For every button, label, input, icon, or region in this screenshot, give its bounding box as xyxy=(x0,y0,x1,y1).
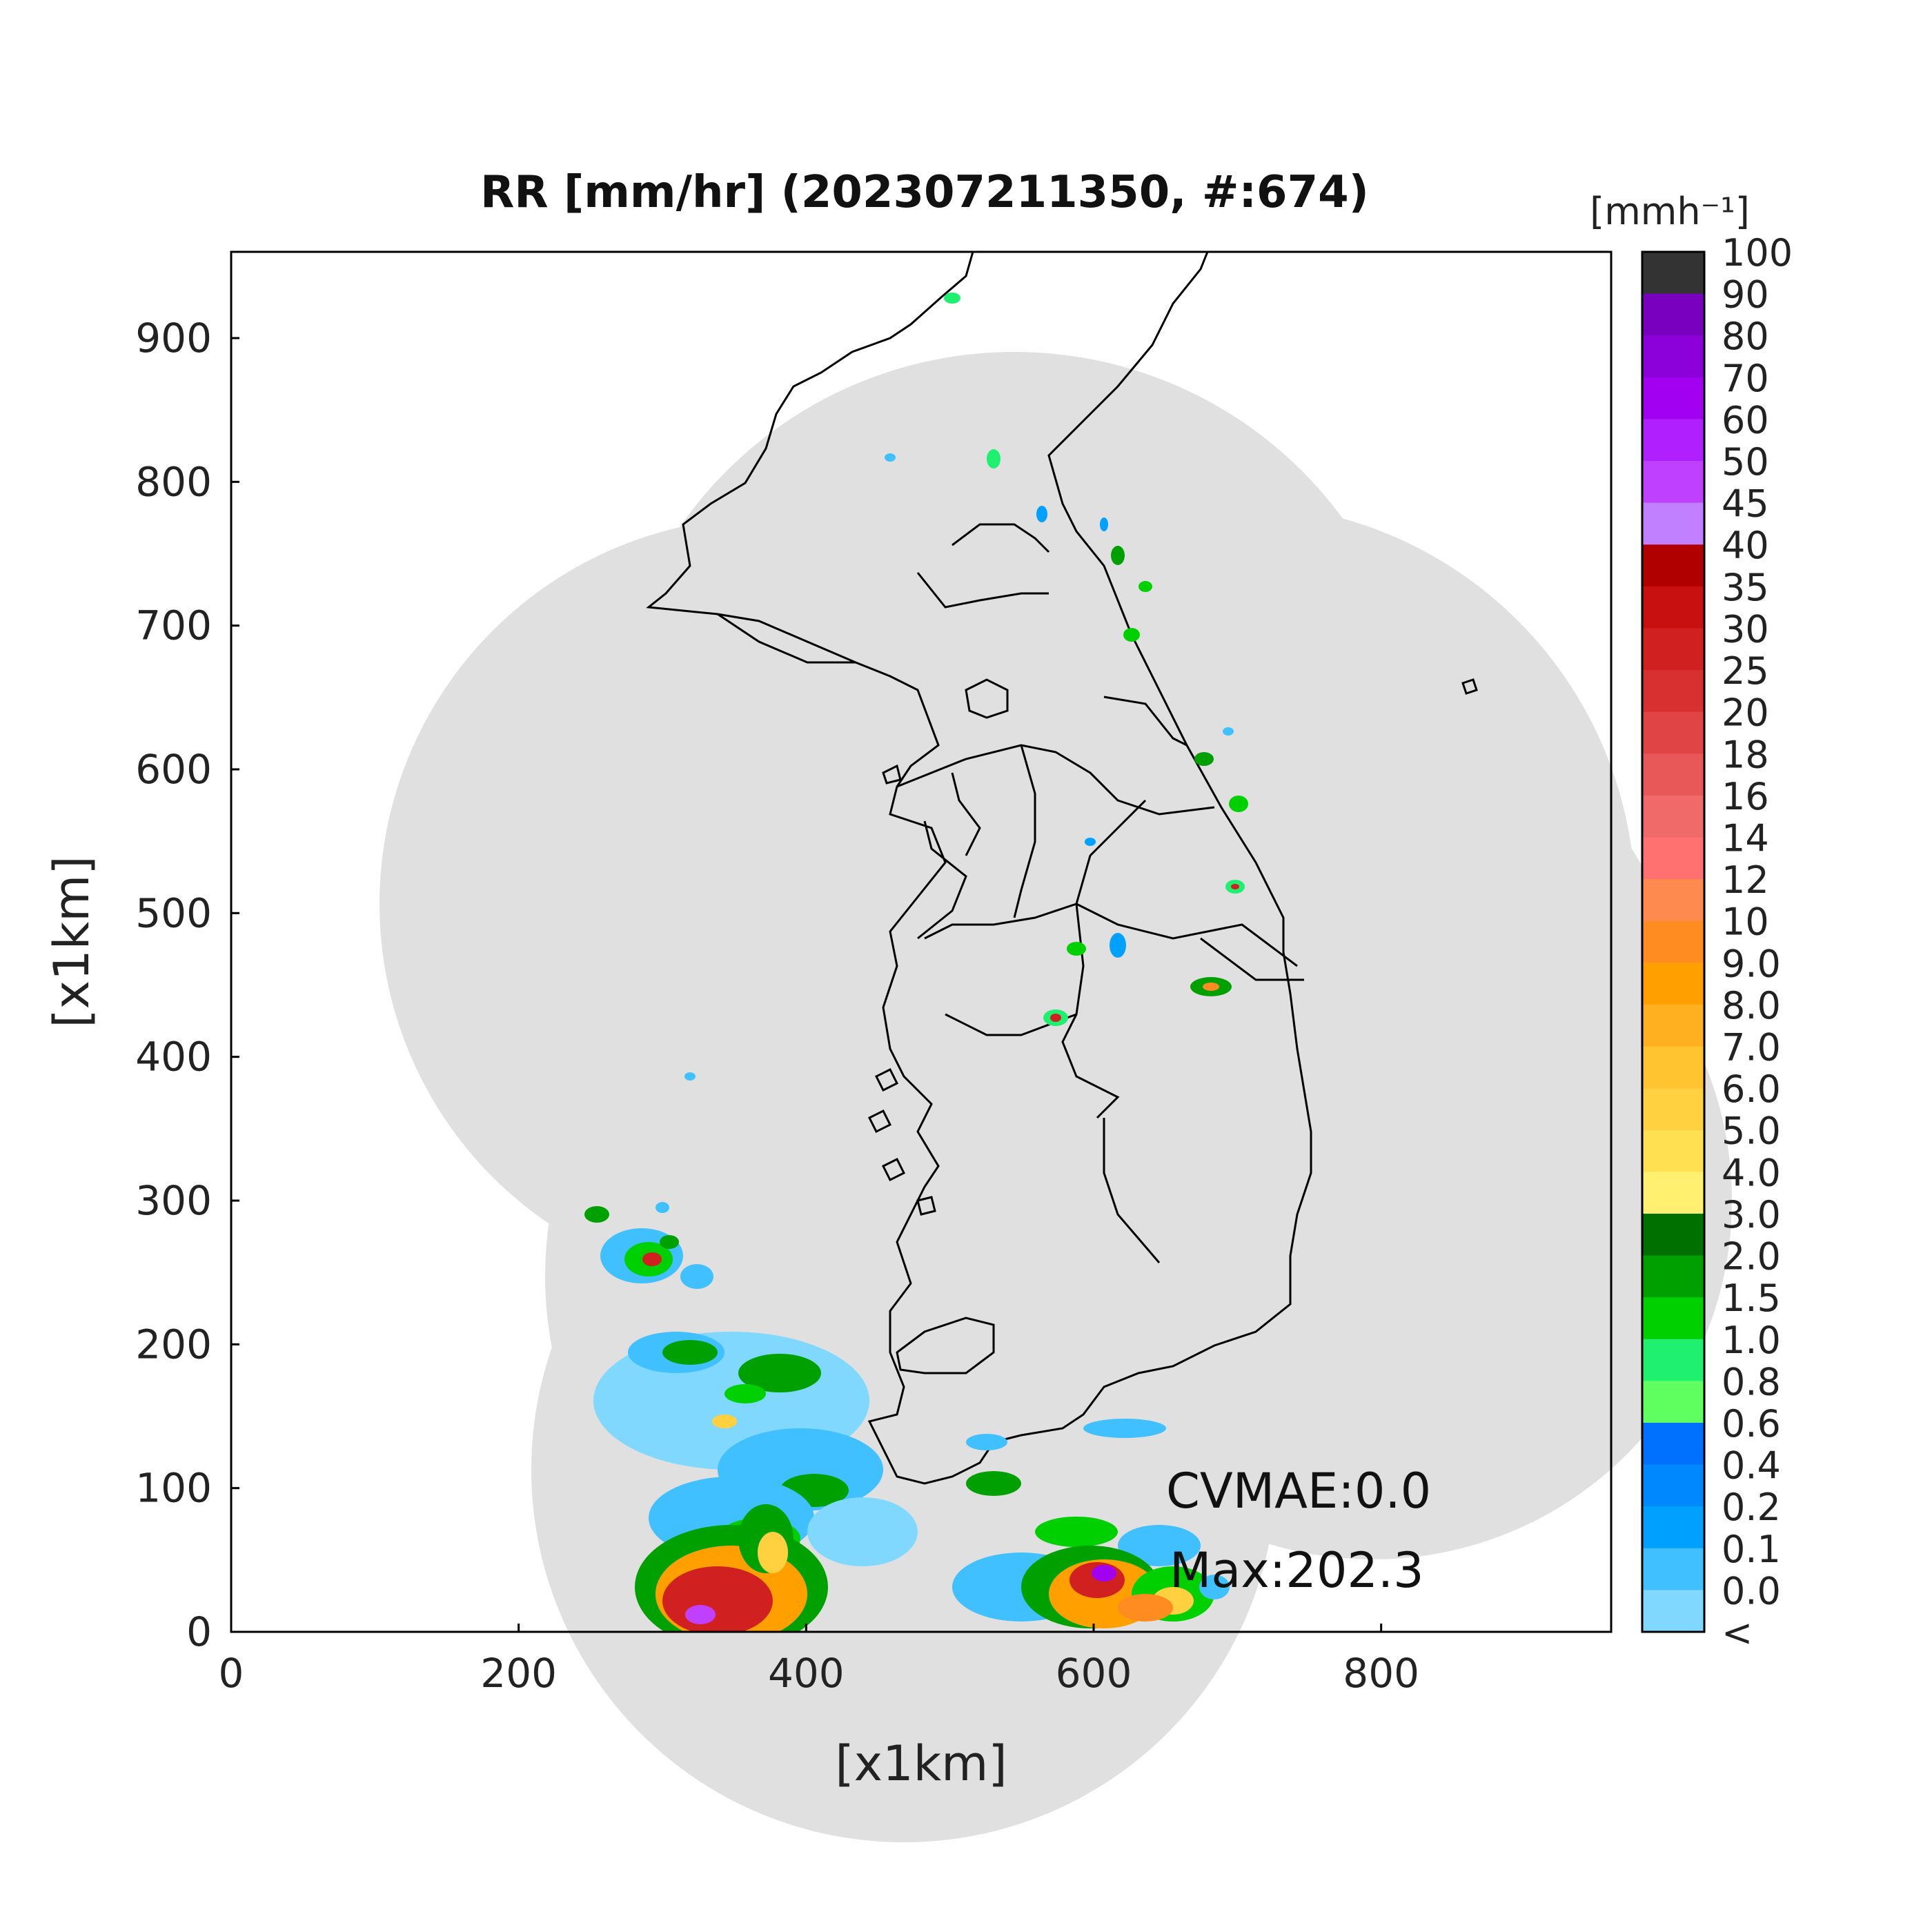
colorbar-tick-label: 1.5 xyxy=(1722,1276,1781,1320)
max-annotation: Max:202.3 xyxy=(1170,1542,1424,1599)
colorbar-tick-label: 7.0 xyxy=(1722,1026,1781,1070)
colorbar-swatch xyxy=(1642,1506,1704,1549)
colorbar-swatch xyxy=(1642,1004,1704,1047)
colorbar-tick-label: 20 xyxy=(1722,691,1769,735)
colorbar-swatch xyxy=(1642,795,1704,838)
colorbar-tick-label: 40 xyxy=(1722,524,1769,567)
colorbar-tick-label: 10 xyxy=(1722,900,1769,944)
colorbar-swatch xyxy=(1642,1130,1704,1172)
colorbar-swatch xyxy=(1642,1213,1704,1256)
colorbar-swatch xyxy=(1642,628,1704,671)
colorbar-tick-label: < xyxy=(1722,1611,1753,1655)
colorbar-swatch xyxy=(1642,377,1704,420)
y-tick-label: 900 xyxy=(135,315,212,362)
colorbar-swatch xyxy=(1642,1464,1704,1507)
y-axis: 0 100 200 300 400 500 600 700 800 900 xyxy=(135,315,239,1655)
y-tick-label: 0 xyxy=(186,1608,212,1655)
colorbar: [mmh⁻¹] 10090807060504540353025201816141… xyxy=(1590,190,1793,1655)
colorbar-swatch xyxy=(1642,1297,1704,1340)
rain-cells xyxy=(584,293,1248,1632)
colorbar-swatch xyxy=(1642,963,1704,1005)
colorbar-tick-label: 8.0 xyxy=(1722,984,1781,1027)
x-tick-label: 0 xyxy=(219,1650,244,1697)
colorbar-swatch xyxy=(1642,670,1704,713)
colorbar-swatch xyxy=(1642,920,1704,963)
colorbar-tick-label: 0.6 xyxy=(1722,1402,1781,1446)
colorbar-tick-label: 70 xyxy=(1722,357,1769,400)
colorbar-swatch xyxy=(1642,461,1704,504)
colorbar-swatch xyxy=(1642,1046,1704,1089)
colorbar-swatch xyxy=(1642,1548,1704,1590)
colorbar-tick-label: 0.4 xyxy=(1722,1444,1781,1488)
colorbar-tick-label: 9.0 xyxy=(1722,942,1781,985)
colorbar-swatch xyxy=(1642,293,1704,336)
y-tick-label: 500 xyxy=(135,889,212,936)
colorbar-swatch xyxy=(1642,1381,1704,1423)
colorbar-swatch xyxy=(1642,711,1704,754)
colorbar-swatch xyxy=(1642,335,1704,378)
colorbar-tick-label: 25 xyxy=(1722,649,1769,693)
colorbar-swatch xyxy=(1642,753,1704,796)
colorbar-swatch xyxy=(1642,837,1704,880)
x-tick-label: 400 xyxy=(768,1650,845,1697)
colorbar-tick-label: 5.0 xyxy=(1722,1110,1781,1153)
coastline xyxy=(646,252,1478,1485)
colorbar-tick-label: 45 xyxy=(1722,482,1769,526)
cvmae-annotation: CVMAE:0.0 xyxy=(1166,1463,1431,1519)
y-tick-label: 800 xyxy=(135,458,212,505)
colorbar-tick-label: 18 xyxy=(1722,733,1769,776)
colorbar-swatch xyxy=(1642,1255,1704,1298)
x-tick-label: 800 xyxy=(1343,1650,1419,1697)
colorbar-tick-label: 14 xyxy=(1722,816,1769,860)
colorbar-unit: [mmh⁻¹] xyxy=(1590,190,1750,233)
y-tick-label: 100 xyxy=(135,1465,212,1512)
colorbar-tick-label: 6.0 xyxy=(1722,1067,1781,1111)
colorbar-swatch xyxy=(1642,1339,1704,1381)
colorbar-swatch xyxy=(1642,544,1704,587)
plot-area: 0 200 400 600 800 0 100 200 300 400 500 600 700 800 9… xyxy=(135,250,1732,1842)
figure-title: RR [mm/hr] (202307211350, #:674) xyxy=(480,167,1369,218)
colorbar-tick-label: 0.2 xyxy=(1722,1486,1781,1529)
colorbar-swatch xyxy=(1642,586,1704,629)
colorbar-tick-label: 2.0 xyxy=(1722,1235,1781,1279)
x-axis-label: [x1km] xyxy=(835,1735,1007,1792)
colorbar-tick-label: 12 xyxy=(1722,858,1769,902)
colorbar-tick-label: 1.0 xyxy=(1722,1319,1781,1362)
colorbar-swatch xyxy=(1642,879,1704,922)
x-axis: 0 200 400 600 800 xyxy=(219,1624,1419,1697)
y-tick-label: 200 xyxy=(135,1321,212,1368)
colorbar-tick-label: 0.1 xyxy=(1722,1528,1781,1571)
colorbar-tick-label: 16 xyxy=(1722,775,1769,818)
colorbar-tick-label: 0.8 xyxy=(1722,1360,1781,1403)
colorbar-tick-label: 0.0 xyxy=(1722,1569,1781,1613)
colorbar-swatch xyxy=(1642,502,1704,545)
y-tick-label: 700 xyxy=(135,602,212,649)
radar-coverage xyxy=(379,352,1732,1842)
colorbar-swatch xyxy=(1642,1422,1704,1466)
colorbar-tick-label: 80 xyxy=(1722,315,1769,358)
colorbar-tick-label: 50 xyxy=(1722,440,1769,484)
colorbar-swatch xyxy=(1642,1088,1704,1131)
colorbar-swatch xyxy=(1642,252,1704,295)
y-tick-label: 300 xyxy=(135,1177,212,1224)
colorbar-tick-label: 60 xyxy=(1722,398,1769,442)
colorbar-swatch xyxy=(1642,419,1704,462)
y-tick-label: 600 xyxy=(135,746,212,793)
y-tick-label: 400 xyxy=(135,1034,212,1081)
colorbar-tick-label: 30 xyxy=(1722,607,1769,651)
colorbar-tick-label: 90 xyxy=(1722,273,1769,317)
colorbar-swatch xyxy=(1642,1172,1704,1214)
x-tick-label: 600 xyxy=(1056,1650,1132,1697)
colorbar-swatch xyxy=(1642,1590,1704,1633)
colorbar-tick-label: 3.0 xyxy=(1722,1193,1781,1236)
colorbar-tick-label: 100 xyxy=(1722,231,1793,275)
y-axis-label: [x1km] xyxy=(43,856,100,1027)
colorbar-tick-label: 4.0 xyxy=(1722,1151,1781,1194)
colorbar-tick-label: 35 xyxy=(1722,566,1769,609)
x-tick-label: 200 xyxy=(480,1650,557,1697)
